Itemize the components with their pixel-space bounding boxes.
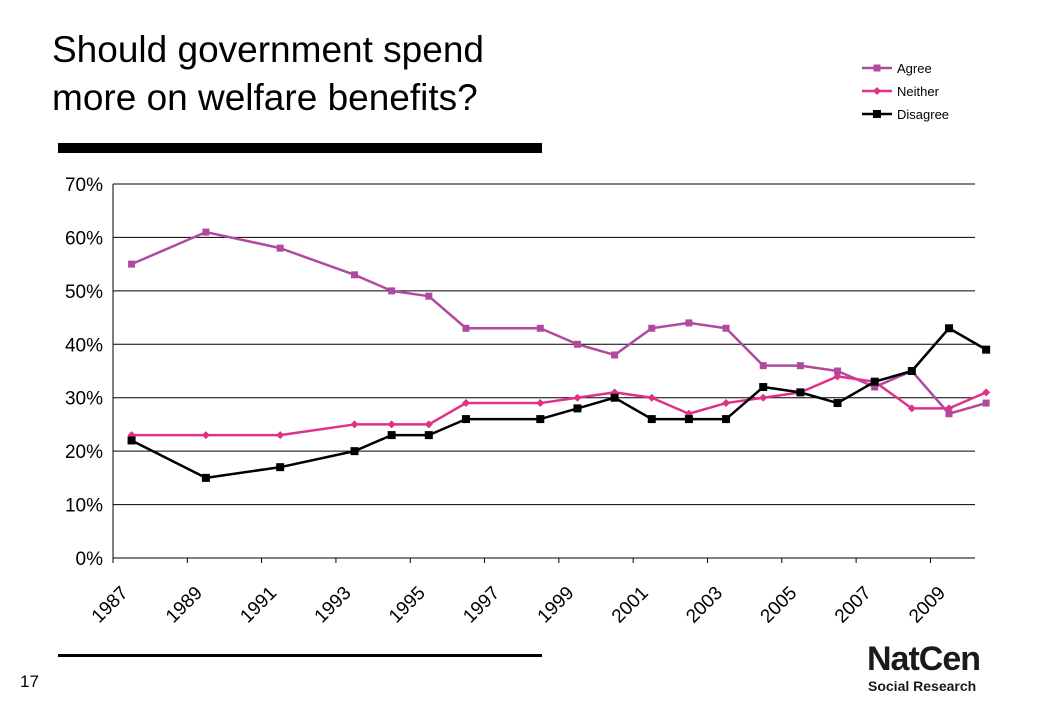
data-point-neither xyxy=(907,404,916,413)
data-point-agree xyxy=(759,362,767,370)
bottom-rule xyxy=(58,654,542,657)
logo-wordmark: NatCen xyxy=(867,640,981,678)
x-tick-label: 2003 xyxy=(682,583,727,628)
y-tick-label: 60% xyxy=(65,228,103,249)
data-point-agree xyxy=(128,260,136,268)
page-number: 17 xyxy=(20,672,39,691)
data-point-disagree xyxy=(870,377,879,386)
data-point-neither xyxy=(647,393,656,402)
legend-label-disagree: Disagree xyxy=(897,107,949,122)
data-point-disagree xyxy=(276,463,285,472)
data-point-agree xyxy=(722,324,730,332)
legend-marker-agree xyxy=(873,64,881,72)
data-point-agree xyxy=(945,410,953,418)
data-point-disagree xyxy=(722,415,731,424)
data-point-neither xyxy=(201,431,210,440)
title-line-1: Should government spend xyxy=(52,29,484,70)
x-tick-label: 1993 xyxy=(311,583,356,628)
data-point-agree xyxy=(834,367,842,375)
y-tick-label: 0% xyxy=(76,549,104,570)
data-point-disagree xyxy=(536,415,545,424)
data-point-disagree xyxy=(461,415,470,424)
y-tick-label: 40% xyxy=(65,335,103,356)
series-line-agree xyxy=(131,230,987,415)
data-point-agree xyxy=(202,228,210,236)
data-point-agree xyxy=(796,362,804,370)
data-point-neither xyxy=(276,431,285,440)
legend-label-neither: Neither xyxy=(897,84,940,99)
y-tick-label: 10% xyxy=(65,496,103,517)
data-point-neither xyxy=(461,399,470,408)
data-point-disagree xyxy=(833,399,842,408)
data-point-disagree xyxy=(684,415,693,424)
data-point-disagree xyxy=(982,345,991,354)
title-line-2: more on welfare benefits? xyxy=(52,77,478,118)
logo-tagline: Social Research xyxy=(868,678,977,694)
data-point-neither xyxy=(350,420,359,429)
data-point-agree xyxy=(982,399,990,407)
data-point-agree xyxy=(536,324,544,332)
x-tick-label: 2007 xyxy=(831,583,876,628)
title-underline-rule xyxy=(58,143,542,153)
data-point-agree xyxy=(351,271,359,279)
data-point-agree xyxy=(871,383,879,391)
data-point-agree xyxy=(685,319,693,327)
x-tick-label: 1995 xyxy=(385,583,430,628)
data-point-disagree xyxy=(387,431,396,440)
data-point-disagree xyxy=(907,367,916,375)
data-point-disagree xyxy=(127,436,136,445)
data-point-agree xyxy=(276,244,284,252)
x-tick-label: 1987 xyxy=(88,583,133,628)
data-point-neither xyxy=(387,420,396,429)
data-point-neither xyxy=(944,404,953,413)
data-point-neither xyxy=(982,388,991,397)
data-point-neither xyxy=(573,393,582,402)
data-point-neither xyxy=(536,399,545,408)
x-tick-label: 1997 xyxy=(459,583,504,628)
data-point-disagree xyxy=(201,473,210,482)
data-point-neither xyxy=(722,399,731,408)
data-point-disagree xyxy=(350,447,359,456)
data-point-agree xyxy=(648,324,656,332)
data-point-neither xyxy=(833,372,842,381)
legend-label-agree: Agree xyxy=(897,61,932,76)
legend-marker-disagree xyxy=(873,110,881,118)
x-tick-label: 1999 xyxy=(534,583,579,628)
y-tick-label: 50% xyxy=(65,282,103,303)
data-point-neither xyxy=(424,420,433,429)
data-point-agree xyxy=(388,287,396,295)
data-point-agree xyxy=(611,351,619,359)
data-point-agree xyxy=(462,324,470,332)
legend-marker-neither xyxy=(873,87,881,95)
x-tick-label: 2009 xyxy=(905,583,950,628)
data-point-disagree xyxy=(610,393,619,402)
x-tick-label: 1991 xyxy=(236,583,281,628)
series-line-neither xyxy=(131,375,987,437)
slide-title: Should government spend more on welfare … xyxy=(52,26,612,122)
data-point-agree xyxy=(573,340,581,348)
natcen-logo: NatCen Social Research xyxy=(867,640,985,696)
y-tick-label: 30% xyxy=(65,389,103,410)
data-point-agree xyxy=(425,292,433,300)
data-point-disagree xyxy=(647,415,656,424)
series-line-disagree xyxy=(131,327,987,480)
data-point-disagree xyxy=(759,383,768,392)
y-tick-label: 70% xyxy=(65,175,103,196)
x-tick-label: 2005 xyxy=(757,583,802,628)
y-tick-label: 20% xyxy=(65,442,103,463)
data-point-neither xyxy=(759,393,768,402)
data-point-disagree xyxy=(944,324,953,333)
x-tick-label: 1989 xyxy=(162,583,207,628)
data-point-disagree xyxy=(424,431,433,440)
x-tick-label: 2001 xyxy=(608,583,653,628)
data-point-disagree xyxy=(573,404,582,413)
data-point-disagree xyxy=(796,388,805,397)
